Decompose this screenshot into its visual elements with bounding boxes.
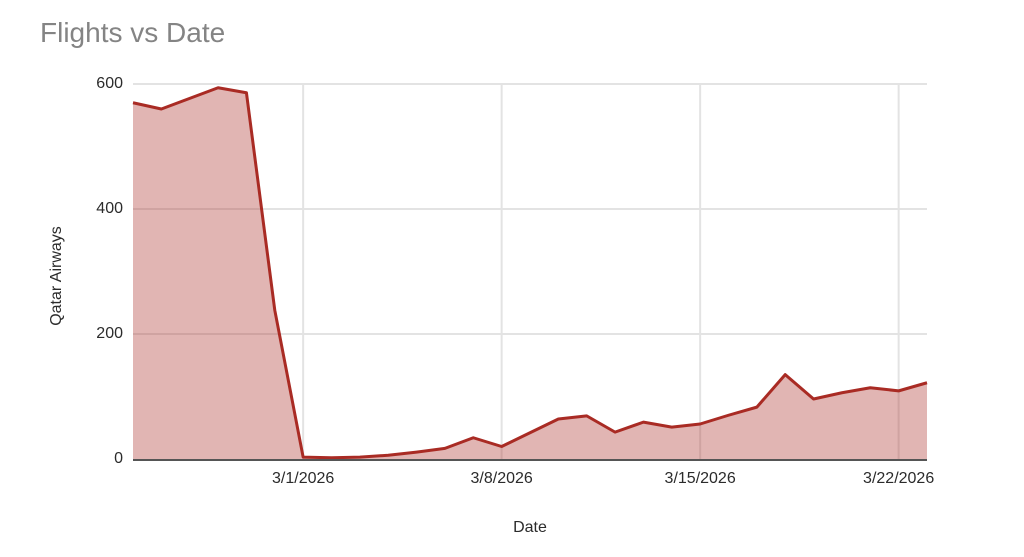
x-axis-tick-label: 3/8/2026: [470, 470, 533, 487]
x-axis-tick-label: 3/1/2026: [272, 470, 335, 487]
series-area-fill: [133, 87, 927, 459]
y-axis-tick-label: 600: [96, 75, 123, 92]
y-axis-tick-label: 400: [96, 200, 123, 217]
x-axis-tick-label: 3/22/2026: [863, 470, 935, 487]
y-axis-tick-label: 200: [96, 325, 123, 342]
series-line: [132, 86, 928, 460]
y-axis-title: Qatar Airways: [48, 226, 65, 326]
y-axis-tick-label: 0: [114, 450, 123, 467]
x-axis-title: Date: [513, 519, 547, 536]
x-axis-tick-label: 3/15/2026: [664, 470, 736, 487]
chart-title: Flights vs Date: [40, 17, 226, 48]
